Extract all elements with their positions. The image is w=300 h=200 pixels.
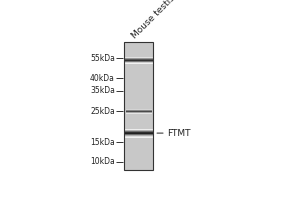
Text: 25kDa: 25kDa [90, 107, 115, 116]
Bar [124, 130, 153, 131]
Bar [124, 136, 153, 137]
Bar [124, 131, 153, 132]
Bar [124, 135, 153, 136]
Text: FTMT: FTMT [167, 129, 190, 138]
Text: 15kDa: 15kDa [90, 138, 115, 147]
Text: 35kDa: 35kDa [90, 86, 115, 95]
Bar [126, 110, 152, 111]
Bar [124, 132, 153, 133]
Bar [124, 60, 153, 61]
Bar [124, 58, 153, 59]
Bar [124, 129, 153, 130]
Text: Mouse testis: Mouse testis [130, 0, 176, 40]
Bar [126, 111, 152, 112]
Bar [124, 42, 153, 170]
Bar [124, 61, 153, 62]
Text: 10kDa: 10kDa [90, 157, 115, 166]
Bar [124, 42, 153, 170]
Text: 55kDa: 55kDa [90, 54, 115, 63]
Bar [124, 59, 153, 60]
Text: 40kDa: 40kDa [90, 74, 115, 83]
Bar [124, 137, 153, 138]
Bar [124, 133, 153, 134]
Bar [126, 109, 152, 110]
Bar [124, 57, 153, 58]
Bar [126, 112, 152, 113]
Bar [124, 134, 153, 135]
Bar [126, 113, 152, 114]
Bar [124, 62, 153, 63]
Bar [124, 63, 153, 64]
